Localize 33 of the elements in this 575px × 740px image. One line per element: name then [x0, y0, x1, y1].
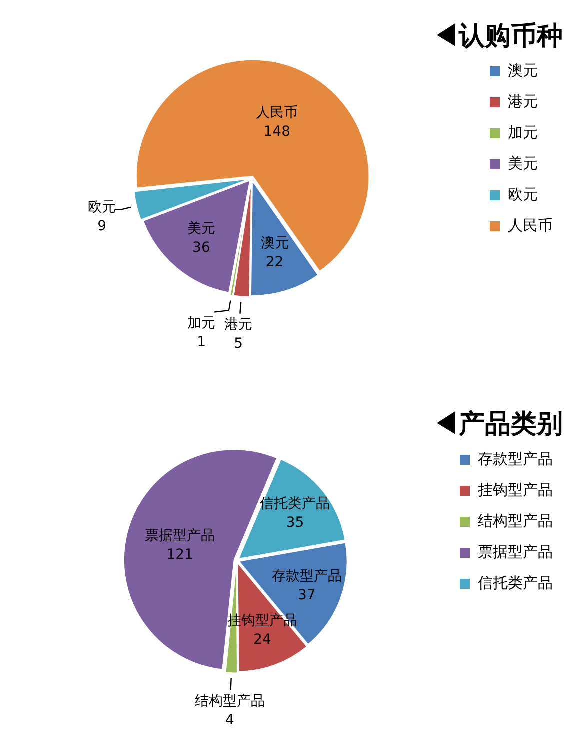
data-label: 5: [234, 336, 244, 352]
slice-label: 加元: [188, 315, 216, 332]
data-label: 1: [197, 334, 206, 350]
slice-label: 人民币: [256, 104, 298, 121]
slice-label: 欧元: [88, 199, 116, 216]
legend-label: 澳元: [508, 61, 538, 80]
data-label: 35: [286, 515, 304, 532]
data-label: 4: [226, 712, 235, 728]
data-label: 22: [266, 254, 284, 271]
chart-title: ◀产品类别: [433, 409, 563, 438]
data-label: 24: [254, 632, 272, 648]
legend-label: 人民币: [508, 216, 553, 234]
legend-label: 欧元: [508, 185, 538, 204]
legend-label: 挂钩型产品: [478, 480, 553, 499]
slice-label: 澳元: [260, 236, 289, 252]
legend-label: 港元: [508, 92, 538, 110]
slice-label: 美元: [187, 220, 216, 237]
slice-label: 港元: [224, 317, 253, 334]
data-label: 121: [166, 547, 194, 564]
legend-label: 结构型产品: [478, 512, 553, 530]
slice-label: 票据型产品: [145, 528, 216, 544]
slice-label: 结构型产品: [194, 693, 265, 710]
legend-label: 存款型产品: [478, 450, 553, 468]
legend-label: 票据型产品: [478, 542, 553, 561]
data-label: 148: [264, 124, 290, 140]
chart-title: ◀认购币种: [433, 21, 563, 50]
legend-label: 美元: [508, 154, 538, 172]
slice-label: 存款型产品: [272, 568, 342, 584]
data-label: 37: [298, 587, 316, 604]
legend-label: 加元: [508, 123, 538, 142]
data-label: 36: [192, 240, 210, 256]
legend-label: 信托类产品: [478, 574, 553, 592]
data-label: 9: [98, 218, 107, 234]
